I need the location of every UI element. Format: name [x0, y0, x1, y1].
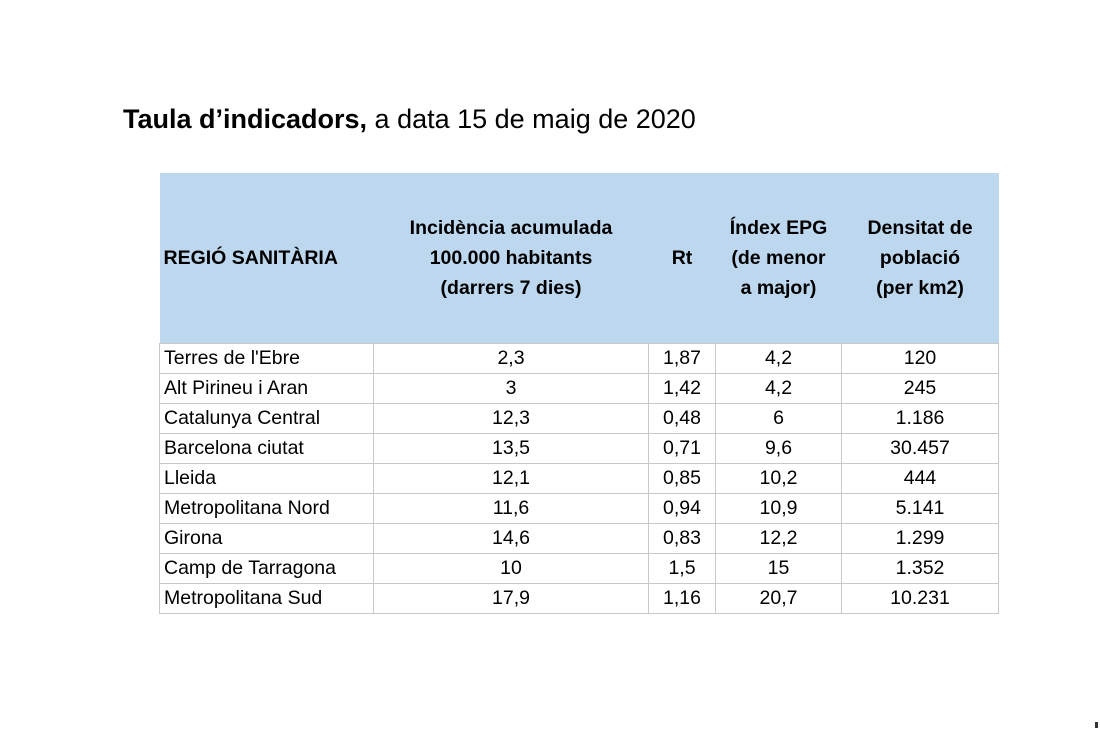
cell-region: Lleida	[159, 463, 374, 494]
cell-index-epg: 10,2	[715, 463, 842, 494]
cell-densitat: 1.352	[841, 553, 999, 584]
header-line: 100.000 habitants	[429, 247, 593, 269]
header-rt: Rt	[648, 173, 716, 344]
cell-rt: 1,42	[648, 373, 716, 404]
corner-mark	[1095, 722, 1098, 728]
cell-densitat: 245	[841, 373, 999, 404]
cell-rt: 1,87	[648, 343, 716, 374]
cell-incidencia: 13,5	[373, 433, 649, 464]
cell-region: Metropolitana Sud	[159, 583, 374, 614]
table-row: Lleida 12,1 0,85 10,2 444	[159, 463, 999, 494]
cell-incidencia: 17,9	[373, 583, 649, 614]
header-regio-sanitaria: REGIÓ SANITÀRIA	[159, 173, 374, 344]
table-row: Metropolitana Sud 17,9 1,16 20,7 10.231	[159, 583, 999, 614]
header-line: Rt	[671, 247, 693, 269]
cell-index-epg: 20,7	[715, 583, 842, 614]
header-line: REGIÓ SANITÀRIA	[163, 247, 338, 269]
cell-region: Alt Pirineu i Aran	[159, 373, 374, 404]
table-row: Barcelona ciutat 13,5 0,71 9,6 30.457	[159, 433, 999, 464]
cell-incidencia: 12,1	[373, 463, 649, 494]
table-row: Girona 14,6 0,83 12,2 1.299	[159, 523, 999, 554]
cell-region: Catalunya Central	[159, 403, 374, 434]
page-title-bold: Taula d’indicadors,	[123, 104, 368, 134]
page-title-date: a data 15 de maig de 2020	[367, 104, 696, 134]
header-line: (darrers 7 dies)	[440, 277, 582, 299]
indicators-table: REGIÓ SANITÀRIA Incidència acumulada 100…	[159, 173, 999, 614]
cell-densitat: 120	[841, 343, 999, 374]
cell-index-epg: 4,2	[715, 343, 842, 374]
cell-incidencia: 2,3	[373, 343, 649, 374]
cell-rt: 1,16	[648, 583, 716, 614]
cell-region: Terres de l'Ebre	[159, 343, 374, 374]
cell-incidencia: 12,3	[373, 403, 649, 434]
cell-densitat: 10.231	[841, 583, 999, 614]
cell-rt: 0,83	[648, 523, 716, 554]
cell-rt: 1,5	[648, 553, 716, 584]
table-row: Alt Pirineu i Aran 3 1,42 4,2 245	[159, 373, 999, 404]
cell-rt: 0,94	[648, 493, 716, 524]
header-line: (per km2)	[876, 277, 964, 299]
header-line: Densitat de	[867, 217, 973, 239]
cell-rt: 0,85	[648, 463, 716, 494]
cell-incidencia: 11,6	[373, 493, 649, 524]
header-line: a major)	[740, 277, 817, 299]
cell-incidencia: 3	[373, 373, 649, 404]
header-densitat-poblacio: Densitat de població (per km2)	[841, 173, 999, 344]
cell-densitat: 5.141	[841, 493, 999, 524]
table-header-row: REGIÓ SANITÀRIA Incidència acumulada 100…	[159, 173, 999, 344]
cell-region: Girona	[159, 523, 374, 554]
cell-region: Metropolitana Nord	[159, 493, 374, 524]
cell-incidencia: 10	[373, 553, 649, 584]
cell-index-epg: 10,9	[715, 493, 842, 524]
header-incidencia-acumulada: Incidència acumulada 100.000 habitants (…	[373, 173, 649, 344]
cell-rt: 0,71	[648, 433, 716, 464]
cell-densitat: 1.299	[841, 523, 999, 554]
table-row: Terres de l'Ebre 2,3 1,87 4,2 120	[159, 343, 999, 374]
cell-index-epg: 9,6	[715, 433, 842, 464]
cell-region: Camp de Tarragona	[159, 553, 374, 584]
table-row: Metropolitana Nord 11,6 0,94 10,9 5.141	[159, 493, 999, 524]
page-title: Taula d’indicadors, a data 15 de maig de…	[123, 101, 696, 137]
cell-index-epg: 12,2	[715, 523, 842, 554]
cell-index-epg: 15	[715, 553, 842, 584]
cell-densitat: 30.457	[841, 433, 999, 464]
header-line: població	[879, 247, 961, 269]
table-row: Camp de Tarragona 10 1,5 15 1.352	[159, 553, 999, 584]
cell-region: Barcelona ciutat	[159, 433, 374, 464]
cell-rt: 0,48	[648, 403, 716, 434]
cell-index-epg: 6	[715, 403, 842, 434]
cell-index-epg: 4,2	[715, 373, 842, 404]
header-line: (de menor	[731, 247, 826, 269]
header-index-epg: Índex EPG (de menor a major)	[715, 173, 842, 344]
header-line: Incidència acumulada	[409, 217, 613, 239]
cell-densitat: 444	[841, 463, 999, 494]
cell-densitat: 1.186	[841, 403, 999, 434]
header-line: Índex EPG	[729, 217, 828, 239]
cell-incidencia: 14,6	[373, 523, 649, 554]
table-row: Catalunya Central 12,3 0,48 6 1.186	[159, 403, 999, 434]
